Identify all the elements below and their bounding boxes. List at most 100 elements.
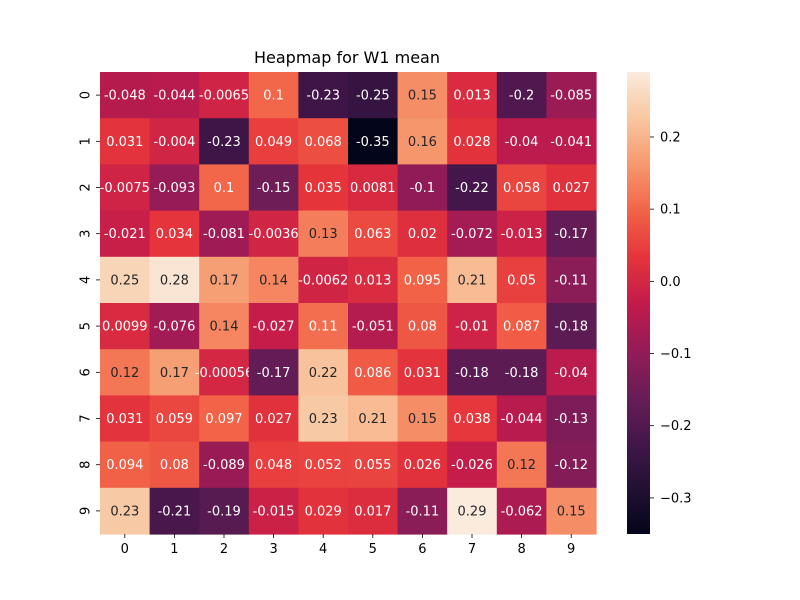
cell-label-0-8: -0.2 xyxy=(509,89,534,104)
cell-label-1-1: -0.004 xyxy=(153,135,195,150)
cell-label-9-0: 0.23 xyxy=(110,504,139,519)
cell-label-7-4: 0.23 xyxy=(309,412,338,427)
cell-label-7-2: 0.097 xyxy=(205,412,242,427)
colorbar-tick-label-3: −0.1 xyxy=(660,347,692,362)
heatmap-cell-5-2 xyxy=(199,303,250,350)
heatmap-cell-3-4 xyxy=(298,210,349,258)
cell-label-7-6: 0.15 xyxy=(408,412,437,427)
cell-label-6-0: 0.12 xyxy=(110,366,139,381)
cell-label-2-2: 0.1 xyxy=(214,181,235,196)
cell-label-0-2: -0.0065 xyxy=(199,89,249,104)
heatmap-cell-7-9 xyxy=(546,395,597,443)
x-tick-label-5: 5 xyxy=(369,542,377,557)
cell-label-3-9: -0.17 xyxy=(554,227,588,242)
heatmap-cell-0-4 xyxy=(298,72,349,119)
cell-label-8-4: 0.052 xyxy=(305,458,342,473)
heatmap-cell-1-5 xyxy=(348,118,399,165)
x-tick-label-9: 9 xyxy=(567,542,575,557)
heatmap-cell-4-3 xyxy=(248,256,299,304)
heatmap-cell-5-0 xyxy=(100,303,151,350)
heatmap-cell-4-7 xyxy=(447,256,498,304)
cell-label-7-7: 0.038 xyxy=(453,412,490,427)
heatmap-cell-9-8 xyxy=(496,487,547,535)
heatmap-cell-8-3 xyxy=(248,441,299,489)
cell-label-6-2: -0.00056 xyxy=(195,366,253,381)
y-tick-label-0: 0 xyxy=(79,91,94,99)
cell-label-1-4: 0.068 xyxy=(305,135,342,150)
cell-label-4-0: 0.25 xyxy=(110,273,139,288)
heatmap-cell-8-6 xyxy=(397,441,448,489)
heatmap-cell-3-1 xyxy=(149,210,200,258)
heatmap-cell-8-7 xyxy=(447,441,498,489)
heatmap-cell-9-7 xyxy=(447,487,498,535)
y-tick-label-4: 4 xyxy=(79,276,94,284)
cell-label-3-8: -0.013 xyxy=(501,227,543,242)
heatmap-cell-7-6 xyxy=(397,395,448,443)
cell-label-9-4: 0.029 xyxy=(305,504,342,519)
heatmap-cell-4-2 xyxy=(199,256,250,304)
heatmap-cell-7-8 xyxy=(496,395,547,443)
heatmap-cell-6-9 xyxy=(546,349,597,396)
cell-label-8-9: -0.12 xyxy=(554,458,588,473)
heatmap-cell-2-0 xyxy=(100,164,151,212)
heatmap-cell-8-2 xyxy=(199,441,250,489)
cell-label-3-7: -0.072 xyxy=(451,227,493,242)
heatmap-cell-1-7 xyxy=(447,118,498,165)
heatmap-cell-2-4 xyxy=(298,164,349,212)
cell-label-9-6: -0.11 xyxy=(406,504,440,519)
cell-label-4-7: 0.21 xyxy=(458,273,487,288)
heatmap-cell-9-2 xyxy=(199,487,250,535)
heatmap-cell-1-9 xyxy=(546,118,597,165)
heatmap-cell-5-8 xyxy=(496,303,547,350)
heatmap-cell-5-9 xyxy=(546,303,597,350)
y-tick-label-5: 5 xyxy=(79,322,94,330)
cell-label-2-1: -0.093 xyxy=(153,181,195,196)
heatmap-cell-3-3 xyxy=(248,210,299,258)
heatmap-cells: -0.048 -0.044 -0.0065 0.1 -0.23 -0.25 0.15 0.01… xyxy=(100,72,597,535)
heatmap-cell-7-4 xyxy=(298,395,349,443)
x-tick-label-4: 4 xyxy=(319,542,327,557)
heatmap-cell-0-2 xyxy=(199,72,250,119)
heatmap-cell-2-3 xyxy=(248,164,299,212)
heatmap-cell-8-0 xyxy=(100,441,151,489)
x-axis: 0 1 2 3 4 5 6 7 8 9 xyxy=(121,534,575,557)
heatmap-cell-8-1 xyxy=(149,441,200,489)
heatmap-cell-3-2 xyxy=(199,210,250,258)
cell-label-0-3: 0.1 xyxy=(263,89,284,104)
heatmap-cell-6-5 xyxy=(348,349,399,396)
heatmap-cell-1-6 xyxy=(397,118,448,165)
cell-label-1-2: -0.23 xyxy=(207,135,241,150)
cell-label-7-0: 0.031 xyxy=(106,412,143,427)
heatmap-cell-9-4 xyxy=(298,487,349,535)
cell-label-6-1: 0.17 xyxy=(160,366,189,381)
cell-label-3-6: 0.02 xyxy=(408,227,437,242)
heatmap-cell-3-6 xyxy=(397,210,448,258)
cell-label-2-6: -0.1 xyxy=(410,181,435,196)
cell-label-1-8: -0.04 xyxy=(505,135,539,150)
cell-label-5-9: -0.18 xyxy=(554,320,588,335)
cell-label-0-7: 0.013 xyxy=(453,89,490,104)
cell-label-7-3: 0.027 xyxy=(255,412,292,427)
cell-label-0-0: -0.048 xyxy=(104,89,146,104)
heatmap-cell-2-6 xyxy=(397,164,448,212)
cell-label-3-4: 0.13 xyxy=(309,227,338,242)
heatmap-cell-2-1 xyxy=(149,164,200,212)
heatmap-cell-9-5 xyxy=(348,487,399,535)
cell-label-7-5: 0.21 xyxy=(358,412,387,427)
x-tick-label-0: 0 xyxy=(121,542,129,557)
heatmap-cell-7-2 xyxy=(199,395,250,443)
heatmap-cell-0-3 xyxy=(248,72,299,119)
heatmap-cell-7-0 xyxy=(100,395,151,443)
heatmap-cell-9-9 xyxy=(546,487,597,535)
cell-label-6-6: 0.031 xyxy=(404,366,441,381)
heatmap-cell-9-6 xyxy=(397,487,448,535)
heatmap-cell-5-3 xyxy=(248,303,299,350)
y-tick-label-8: 8 xyxy=(79,461,94,469)
heatmap-cell-2-2 xyxy=(199,164,250,212)
heatmap-cell-5-1 xyxy=(149,303,200,350)
y-tick-label-2: 2 xyxy=(79,183,94,191)
x-tick-label-8: 8 xyxy=(517,542,525,557)
heatmap-cell-6-3 xyxy=(248,349,299,396)
cell-label-9-9: 0.15 xyxy=(557,504,586,519)
cell-label-0-9: -0.085 xyxy=(550,89,592,104)
